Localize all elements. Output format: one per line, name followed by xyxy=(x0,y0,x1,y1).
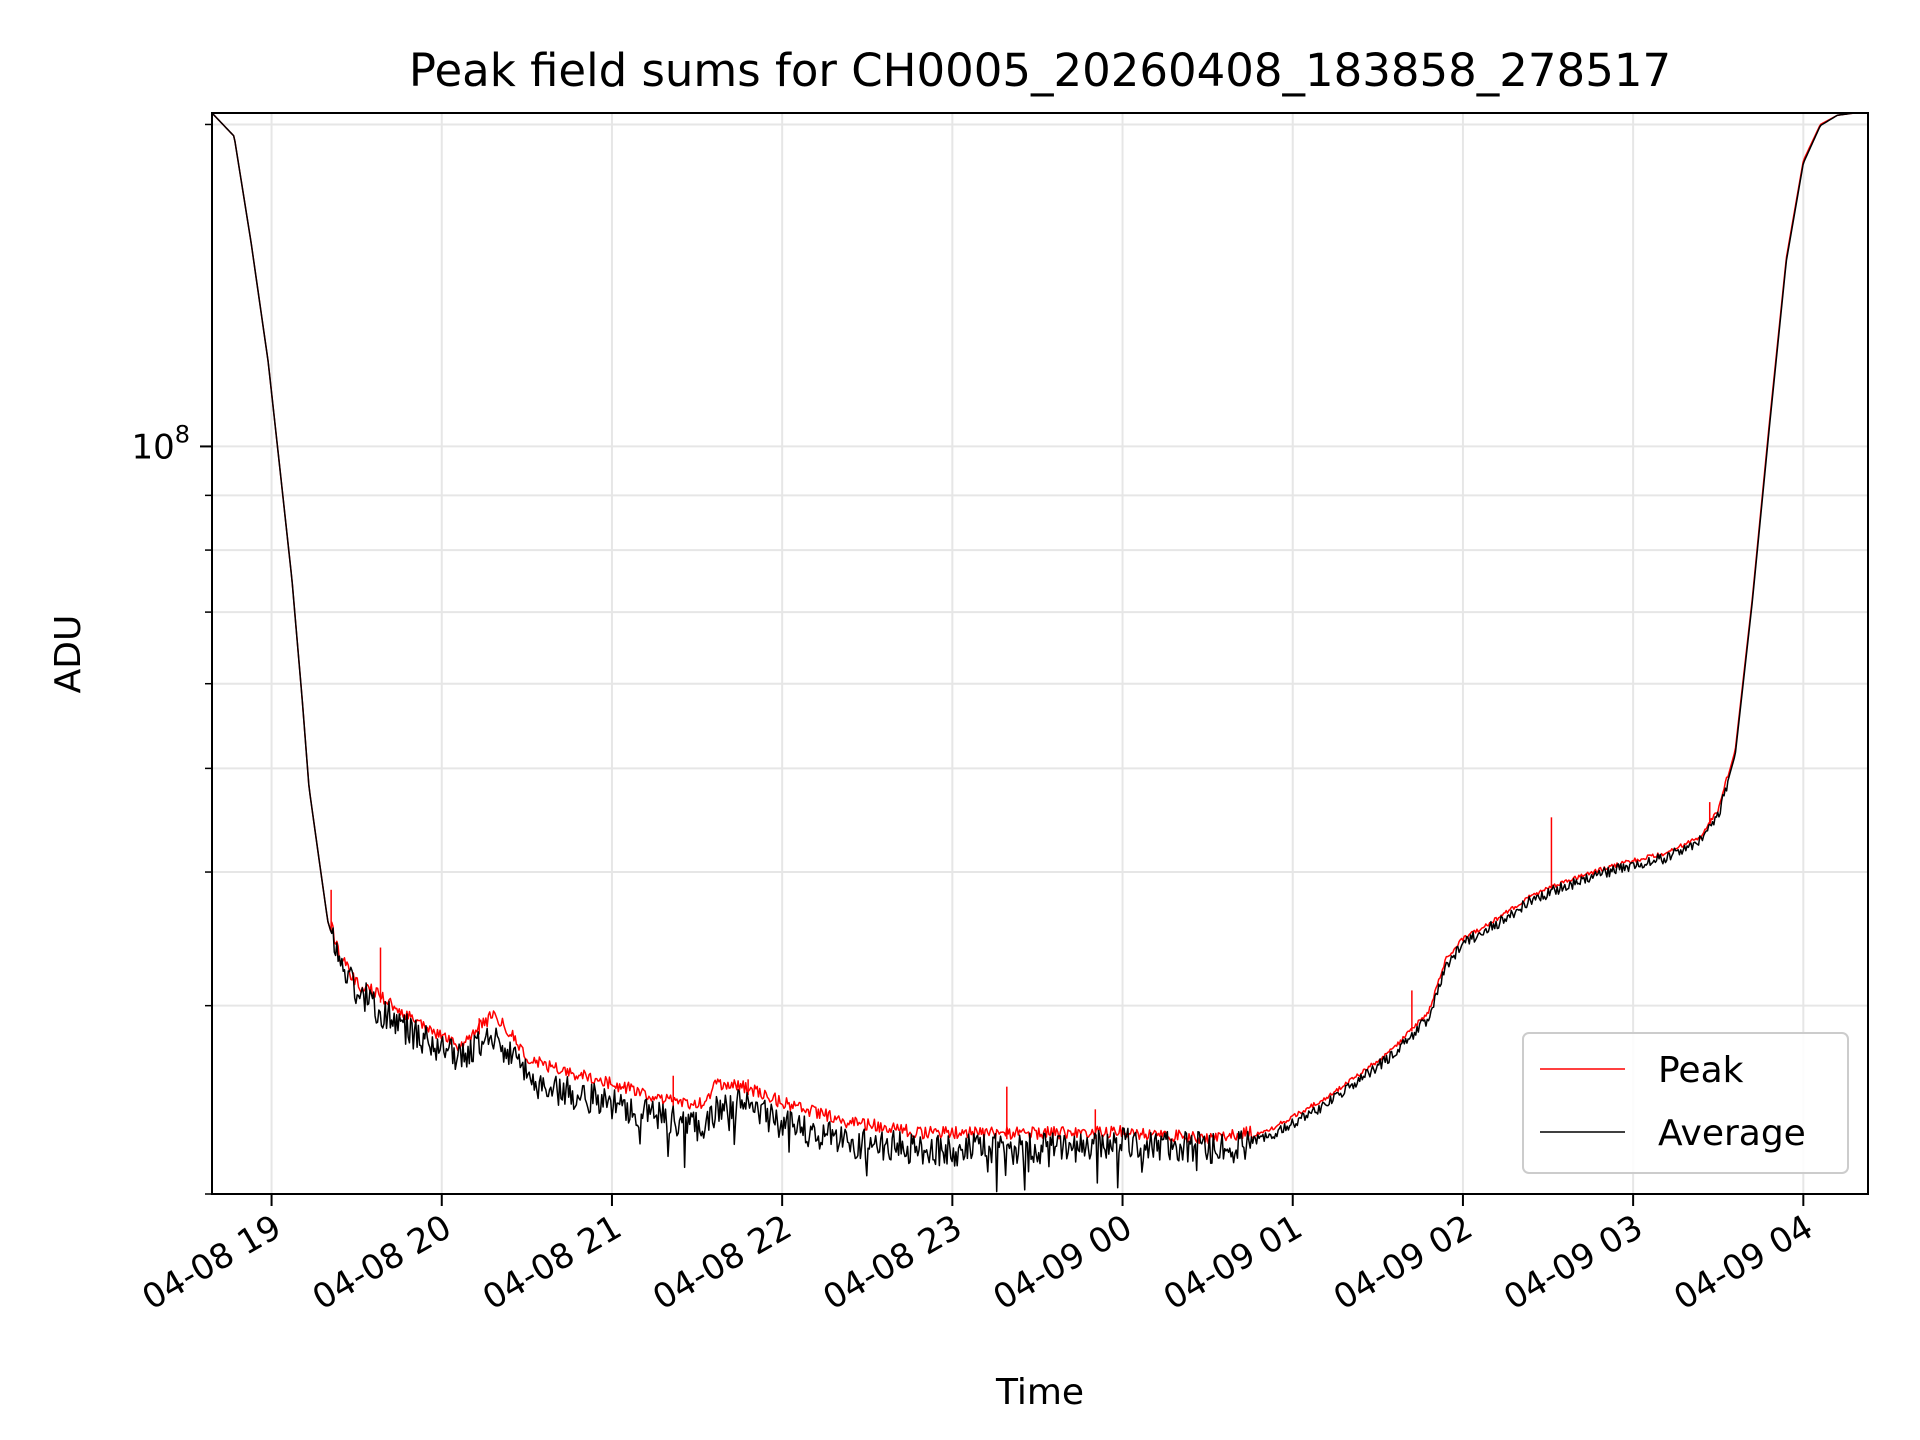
series-line-average xyxy=(211,112,1868,1193)
legend-label-average: Average xyxy=(1658,1113,1806,1154)
series-layer xyxy=(211,112,1868,1193)
legend-label-peak: Peak xyxy=(1658,1050,1744,1091)
legend: Peak Average xyxy=(1522,1032,1849,1174)
y-axis: 108 xyxy=(131,123,212,1195)
y-tick-label: 108 xyxy=(131,420,190,467)
chart-title: Peak field sums for CH0005_20260408_1838… xyxy=(409,44,1671,97)
plot-frame xyxy=(211,112,1869,1195)
series-line-peak xyxy=(211,112,1868,1145)
legend-box xyxy=(1522,1032,1849,1174)
y-axis-label: ADU xyxy=(48,615,89,694)
x-axis-label: Time xyxy=(995,1372,1084,1413)
